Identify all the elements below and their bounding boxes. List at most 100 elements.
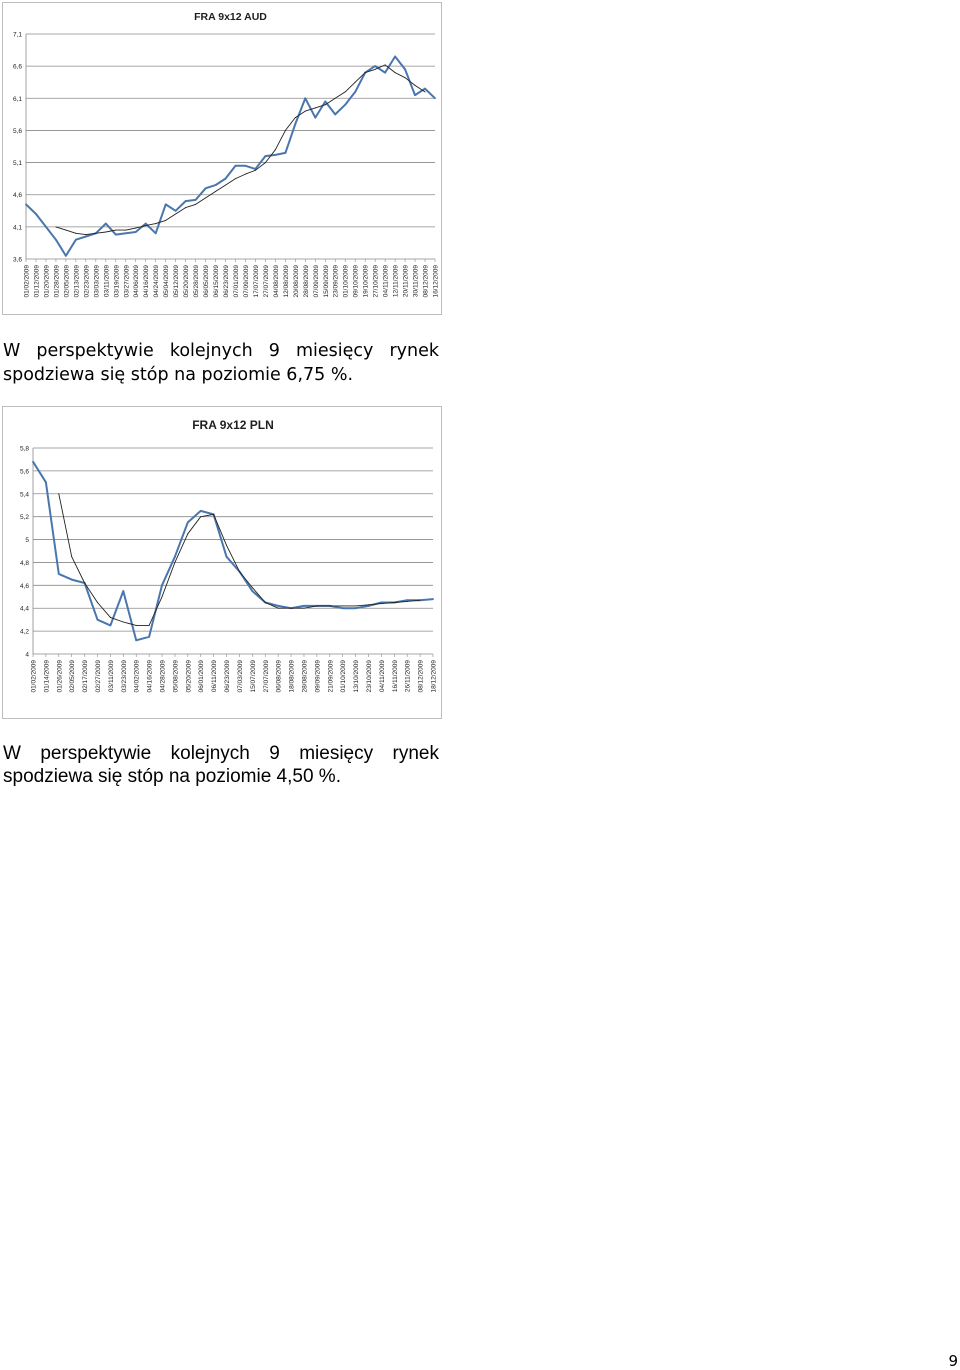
aud-x-tick-label: 05/20/2009 [183,265,190,298]
pln-data-point [148,635,151,638]
aud-data-point [55,238,57,241]
aud-x-tick-label: 02/23/2009 [83,265,90,298]
aud-y-tick-label: 4,6 [13,192,22,199]
aud-x-tick-label: 03/11/2009 [103,265,110,297]
pln-data-point [84,582,86,584]
pln-data-point [225,555,228,558]
pln-x-tick-label: 01/02/2009 [31,660,38,693]
aud-data-point [115,229,117,231]
aud-y-tick-label: 6,6 [13,64,22,71]
aud-data-point [104,222,107,225]
aud-data-point [394,55,396,58]
pln-data-point [174,555,176,558]
pln-data-point [316,605,318,607]
aud-data-point [95,232,97,234]
aud-x-tick-label: 23/09/2009 [333,265,340,298]
pln-x-tick-label: 06/01/2009 [198,660,205,693]
aud-x-tick-label: 07/09/2009 [313,265,320,298]
pln-x-tick-label: 23/10/2009 [366,660,373,693]
aud-data-point [65,254,67,257]
pln-data-point [264,602,266,603]
aud-x-tick-label: 27/10/2009 [373,265,380,298]
aud-x-tick-label: 04/06/2009 [133,265,140,298]
aud-data-point [225,184,227,186]
aud-data-point [144,222,147,225]
pln-y-tick-label: 4,8 [20,560,29,567]
pln-y-tick-label: 5,2 [20,514,29,521]
aud-data-point [185,207,187,209]
aud-x-tick-label: 04/08/2009 [273,265,280,298]
pln-data-point [213,513,215,515]
pln-data-point [367,604,369,606]
aud-x-tick-label: 05/04/2009 [163,265,170,298]
aud-data-point [314,116,317,119]
pln-x-tick-label: 18/08/2009 [289,660,296,693]
pln-data-point [226,544,228,546]
pln-y-tick-label: 5,6 [20,468,29,475]
aud-data-point [234,164,237,167]
aud-data-point [274,153,277,156]
aud-x-tick-label: 05/12/2009 [173,265,180,298]
aud-x-tick-label: 06/15/2009 [213,265,220,298]
aud-y-tick-label: 5,1 [13,160,22,167]
aud-data-point [74,238,77,241]
pln-data-point [419,599,421,601]
aud-x-tick-label: 07/09/2009 [243,265,250,298]
pln-chart-title: FRA 9x12 PLN [192,418,274,432]
aud-x-tick-label: 01/10/2009 [343,265,350,298]
paragraph-line: W perspektywie kolejnych 9 miesięcy ryne… [3,341,439,361]
pln-data-point [148,624,150,626]
pln-data-point [380,601,383,604]
aud-data-point [364,72,366,74]
pln-data-point [135,624,137,626]
aud-data-point [414,84,416,86]
pln-data-point [238,571,240,573]
pln-x-tick-label: 01/10/2009 [340,660,347,693]
pln-y-tick-label: 5 [25,537,29,544]
aud-data-point [334,113,337,116]
pln-data-point [367,605,370,607]
pln-x-tick-label: 03/23/2009 [121,660,128,693]
pln-x-tick-label: 18/12/2009 [431,660,438,693]
aud-data-point [274,149,276,151]
aud-y-tick-label: 6,1 [13,96,22,103]
aud-data-point [254,169,256,171]
pln-x-tick-label: 01/26/2009 [56,660,63,693]
aud-data-point [165,219,167,221]
aud-x-tick-label: 19/10/2009 [363,265,370,298]
aud-x-tick-label: 06/05/2009 [203,265,210,298]
pln-x-tick-label: 21/09/2009 [327,660,334,693]
aud-x-tick-label: 09/10/2009 [353,265,360,298]
pln-data-point [277,605,280,607]
aud-y-tick-label: 5,6 [13,128,22,135]
pln-x-tick-label: 27/07/2009 [263,660,270,693]
aud-data-point [264,162,266,164]
pln-data-point [32,460,34,463]
aud-x-tick-label: 02/05/2009 [63,265,70,298]
aud-x-tick-label: 04/24/2009 [153,265,160,298]
aud-x-tick-label: 02/13/2009 [73,265,80,298]
aud-data-point [105,231,107,233]
pln-x-tick-label: 04/11/2009 [379,660,386,692]
pln-x-tick-label: 02/05/2009 [69,660,76,693]
aud-data-point [244,164,247,167]
aud-x-tick-label: 04/16/2009 [143,265,150,298]
aud-data-point [135,227,137,229]
aud-x-tick-label: 12/11/2009 [393,265,400,297]
aud-x-tick-label: 08/12/2009 [423,265,430,298]
pln-data-point [96,618,99,621]
pln-x-tick-label: 04/28/2009 [160,660,167,693]
aud-x-tick-label: 04/11/2009 [383,265,390,297]
aud-data-point [215,191,217,192]
aud-x-tick-label: 15/09/2009 [323,265,330,298]
aud-data-point [404,77,406,79]
aud-data-point [214,184,217,186]
pln-data-point [432,598,434,600]
aud-data-point [184,200,187,203]
aud-series-average-line [55,64,426,236]
aud-y-tick-label: 7,1 [13,32,22,39]
aud-data-point [264,155,267,158]
chart-fra-9x12-aud: FRA 9x12 AUD 7,1 6,6 6,1 5,6 5,1 4,6 4,1 3,6 01/0… [2,2,442,315]
pln-x-tick-label: 04/16/2009 [147,660,154,693]
paragraph-line: spodziewa się stóp na poziomie 4,50 %. [3,766,341,787]
